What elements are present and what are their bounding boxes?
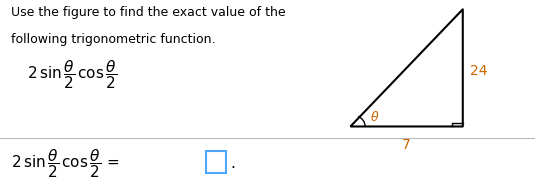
Text: 24: 24 bbox=[470, 64, 487, 78]
Text: $2\,\mathrm{sin}\,\dfrac{\theta}{2}\,\mathrm{cos}\,\dfrac{\theta}{2}\,=$: $2\,\mathrm{sin}\,\dfrac{\theta}{2}\,\ma… bbox=[11, 147, 120, 180]
Text: 7: 7 bbox=[402, 138, 411, 152]
FancyBboxPatch shape bbox=[206, 151, 226, 173]
Text: Use the figure to find the exact value of the: Use the figure to find the exact value o… bbox=[11, 6, 285, 19]
Text: $2\,\mathrm{sin}\,\dfrac{\theta}{2}\,\mathrm{cos}\,\dfrac{\theta}{2}$: $2\,\mathrm{sin}\,\dfrac{\theta}{2}\,\ma… bbox=[27, 58, 117, 91]
Text: following trigonometric function.: following trigonometric function. bbox=[11, 33, 215, 46]
Text: $\theta$: $\theta$ bbox=[370, 110, 379, 124]
Text: .: . bbox=[231, 156, 235, 171]
